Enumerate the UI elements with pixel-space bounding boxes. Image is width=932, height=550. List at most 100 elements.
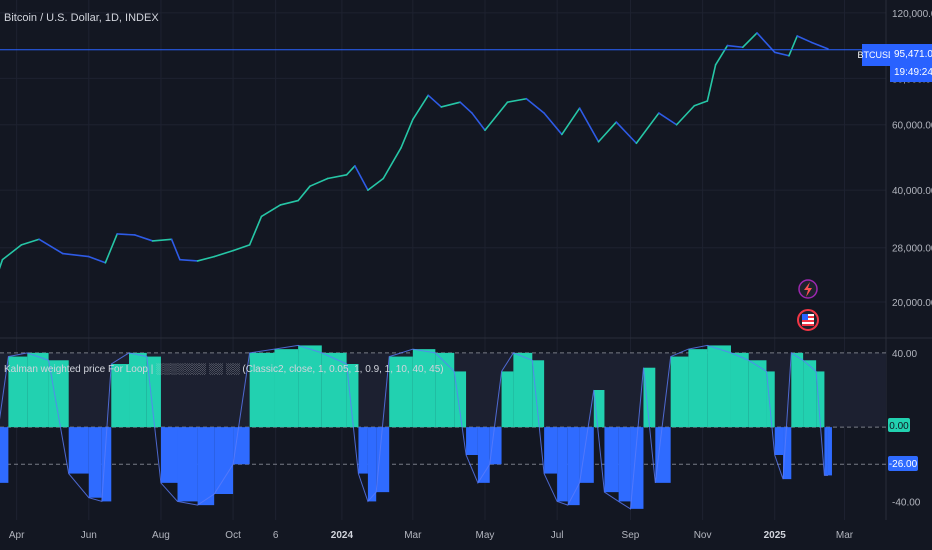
- price-segment-down: [38, 238, 64, 255]
- indicator-tick-label: -40.00: [892, 497, 921, 508]
- price-segment-up: [232, 244, 251, 252]
- indicator-bear-bar: [367, 427, 377, 502]
- indicator-bear-bar: [604, 427, 619, 493]
- indicator-bull-bar: [346, 364, 359, 428]
- indicator-bear-bar: [0, 427, 9, 483]
- price-segment-up: [714, 44, 729, 66]
- indicator-bear-bar: [358, 427, 368, 474]
- price-segment-up: [196, 255, 215, 262]
- indicator-bull-bar: [816, 371, 825, 428]
- indicator-bull-bar: [643, 367, 656, 428]
- indicator-bear-bar: [579, 427, 594, 483]
- price-segment-down: [427, 94, 443, 108]
- indicator-bear-bar: [618, 427, 631, 502]
- price-segment-up: [506, 97, 528, 103]
- price-segment-down: [578, 107, 600, 143]
- price-segment-down: [459, 101, 473, 114]
- price-tick-label: 20,000.00: [892, 298, 932, 309]
- us-flag-icon[interactable]: [797, 309, 819, 331]
- price-segment-down: [773, 51, 790, 57]
- indicator-bear-bar: [557, 427, 568, 502]
- indicator-bull-bar: [298, 345, 322, 428]
- price-segment-down: [810, 41, 829, 50]
- indicator-zero-badge: 0.00: [888, 418, 910, 432]
- time-tick-label: 2025: [764, 530, 787, 541]
- price-segment-up: [706, 63, 717, 102]
- indicator-signal-line: [0, 344, 828, 510]
- indicator-bull-bar: [748, 360, 767, 428]
- indicator-bear-bar: [544, 427, 558, 474]
- price-segment-up: [279, 199, 299, 206]
- price-segment-down: [179, 258, 199, 262]
- price-segment-down: [471, 112, 486, 132]
- price-segment-up: [635, 112, 660, 145]
- time-tick-label: 6: [273, 530, 279, 541]
- indicator-bull-bar: [707, 345, 731, 428]
- time-tick-label: Aug: [152, 530, 170, 541]
- price-segment-up: [104, 233, 118, 264]
- price-segment-up: [675, 104, 696, 126]
- indicator-bull-bar: [532, 360, 545, 428]
- ticker-badge-bg: [862, 44, 890, 66]
- indicator-bull-bar: [803, 360, 817, 428]
- price-segment-up: [742, 32, 758, 49]
- indicator-bear-bar: [88, 427, 102, 498]
- indicator-bear-bar: [466, 427, 478, 455]
- indicator-bull-bar: [412, 349, 436, 428]
- indicator-last-badge: -26.00: [888, 456, 918, 471]
- indicator-bull-bar: [513, 352, 533, 428]
- price-segment-up: [484, 101, 509, 132]
- indicator-bull-bar: [593, 390, 605, 428]
- indicator-last-label: -26.00: [889, 459, 918, 470]
- symbol-title[interactable]: Bitcoin / U.S. Dollar, 1D, INDEX: [4, 12, 159, 24]
- indicator-bear-bar: [824, 427, 828, 476]
- price-segment-down: [116, 233, 136, 236]
- indicator-bull-bar: [274, 349, 299, 428]
- price-series: [0, 32, 829, 270]
- price-segment-down: [756, 32, 776, 54]
- price-segment-down: [88, 255, 107, 264]
- indicator-bull-bar: [321, 352, 347, 428]
- indicator-bear-bar: [376, 427, 390, 493]
- price-tick-label: 120,000.00: [892, 9, 932, 20]
- time-tick-label: Apr: [9, 530, 25, 541]
- price-segment-down: [615, 121, 638, 145]
- price-segment-down: [796, 35, 813, 44]
- time-tick-label: Mar: [836, 530, 854, 541]
- price-tick-label: 40,000.00: [892, 186, 932, 197]
- price-tick-label: 60,000.00: [892, 121, 932, 132]
- price-segment-up: [561, 107, 581, 136]
- time-tick-label: Jun: [81, 530, 97, 541]
- indicator-bull-bar: [249, 352, 275, 428]
- price-segment-up: [20, 238, 40, 246]
- price-segment-up: [345, 165, 356, 176]
- price-tick-label: 28,000.00: [892, 244, 932, 255]
- indicator-bear-bar: [177, 427, 198, 502]
- price-segment-up: [309, 177, 329, 187]
- price-segment-down: [134, 234, 154, 242]
- price-segment-up: [260, 204, 282, 218]
- price-badge-bg: [890, 44, 932, 82]
- time-tick-label: Nov: [694, 530, 712, 541]
- indicator-tick-label: 40.00: [892, 349, 917, 360]
- price-grid: [0, 12, 886, 303]
- indicator-bull-bar: [791, 352, 804, 428]
- countdown-label: 19:49:24: [894, 67, 932, 78]
- time-tick-label: Oct: [225, 530, 241, 541]
- price-segment-up: [326, 173, 348, 180]
- time-tick-label: Mar: [404, 530, 422, 541]
- indicator-bull-bar: [48, 360, 69, 428]
- indicator-bull-bar: [111, 364, 130, 428]
- price-segment-up: [213, 249, 234, 258]
- indicator-axis-ticks[interactable]: 40.00 -40.00: [892, 349, 921, 509]
- price-segment-down: [170, 238, 181, 261]
- indicator-bull-bar: [730, 352, 749, 428]
- price-segment-down: [354, 165, 369, 191]
- indicator-bull-bar: [501, 371, 514, 428]
- lightning-icon[interactable]: [798, 279, 818, 299]
- indicator-title[interactable]: Kalman weighted price For Loop | ░░░░░░░…: [4, 363, 444, 375]
- time-axis-ticks[interactable]: Apr Jun Aug Oct 6 2024 Mar May Jul Sep Nov 2025 Mar: [9, 530, 854, 541]
- last-price-badge[interactable]: BTCUSD 95,471.05 19:49:24: [857, 44, 932, 82]
